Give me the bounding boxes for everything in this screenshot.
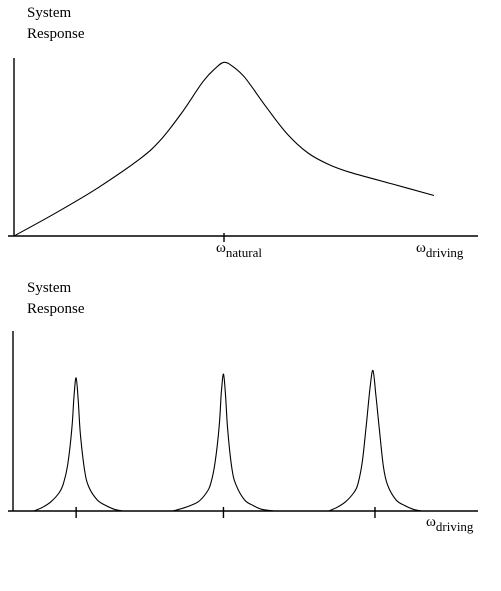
top-chart: System Response ωnatural ωdriving <box>0 0 501 275</box>
bottom-chart-plot <box>8 331 478 518</box>
bottom-response-curve-0 <box>33 377 123 512</box>
top-y-axis-label: System Response <box>27 5 85 42</box>
top-response-curve-0 <box>13 61 435 237</box>
bottom-response-curve-1 <box>172 373 275 512</box>
bottom-x-axis-label: ωdriving <box>426 514 474 534</box>
bottom-chart: System Response ωdriving <box>0 275 501 591</box>
top-chart-plot <box>8 58 478 242</box>
top-x-axis-label: ωdriving <box>416 240 464 260</box>
natural-frequency-tick-label: ωnatural <box>216 240 262 260</box>
bottom-response-curve-2 <box>328 369 422 512</box>
bottom-y-axis-label: System Response <box>27 280 85 317</box>
